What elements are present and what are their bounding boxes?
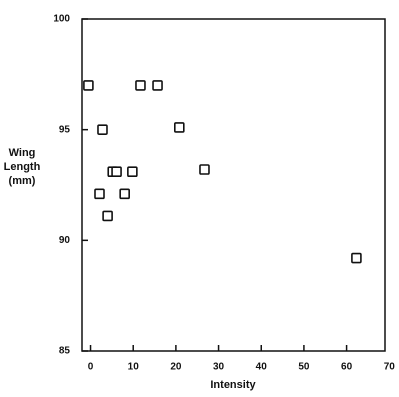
y-axis-label: (mm): [9, 175, 36, 187]
x-tick-label: 70: [384, 362, 396, 373]
point: [152, 80, 163, 91]
point: [127, 166, 138, 178]
x-tick-label: 50: [298, 362, 310, 373]
x-tick-label: 60: [341, 362, 353, 373]
x-tick-label: 10: [128, 362, 140, 373]
x-tick-label: 0: [88, 362, 94, 373]
point: [119, 188, 130, 200]
x-tick-label: 20: [170, 362, 182, 373]
point: [135, 80, 146, 91]
x-axis-label: Intensity: [210, 379, 256, 391]
y-axis-label: Length: [4, 161, 41, 173]
point: [97, 124, 108, 135]
x-tick-label: 30: [213, 362, 225, 373]
point: [94, 188, 105, 200]
y-tick-label: 100: [53, 14, 70, 25]
x-tick-label: 40: [256, 362, 268, 373]
point: [174, 122, 185, 133]
y-tick-label: 95: [59, 124, 71, 135]
point: [83, 80, 94, 91]
point: [199, 164, 210, 175]
point: [102, 210, 113, 222]
point: [351, 252, 362, 264]
y-tick-label: 90: [59, 235, 71, 246]
y-axis-label: Wing: [9, 147, 36, 159]
plot-frame: [81, 18, 386, 352]
y-tick-label: 85: [59, 346, 71, 357]
point: [111, 166, 122, 178]
